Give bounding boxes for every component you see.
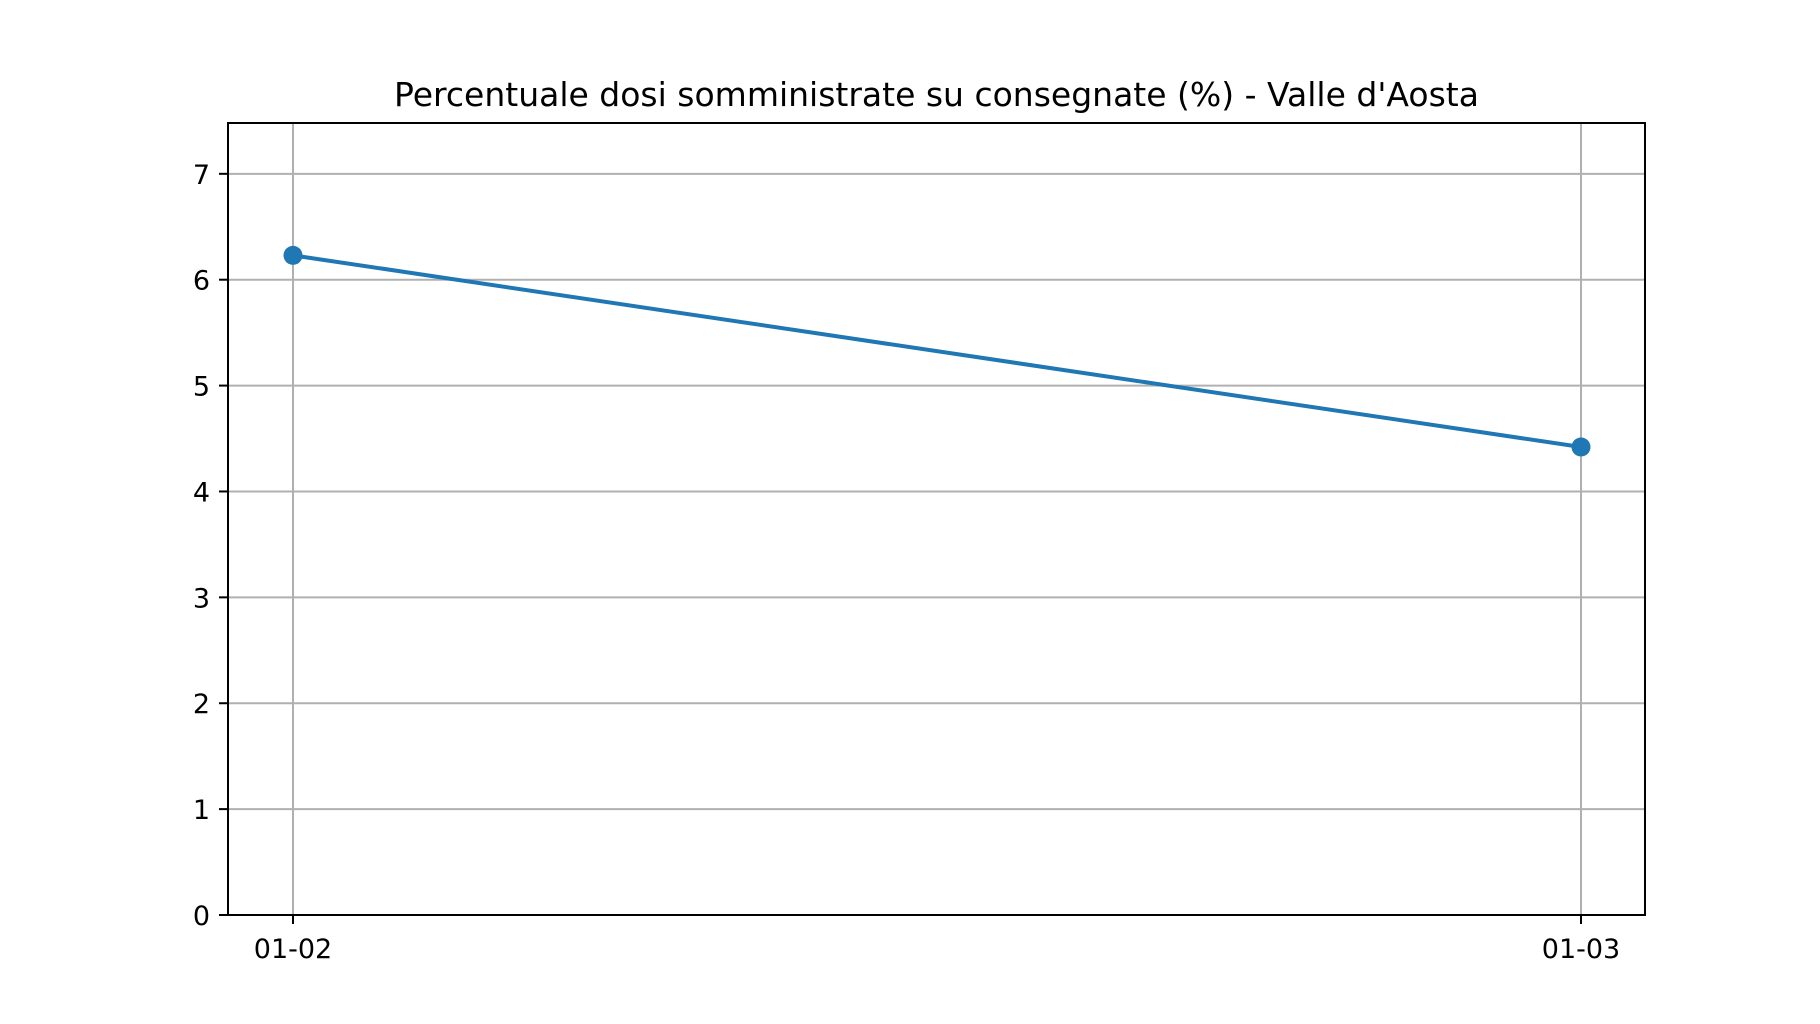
series-group [283, 245, 1591, 457]
y-tick-label: 4 [193, 477, 210, 508]
x-tick-label: 01-02 [254, 934, 332, 965]
y-tick-label: 6 [193, 266, 210, 297]
plot-area [228, 123, 1645, 915]
y-tick-label: 2 [193, 689, 210, 720]
y-tick-label: 7 [193, 160, 210, 191]
y-tick-label: 0 [193, 901, 210, 932]
chart-title: Percentuale dosi somministrate su conseg… [394, 75, 1479, 114]
series-line [291, 253, 1583, 449]
data-point-marker [283, 245, 303, 265]
y-tick-label: 5 [193, 372, 210, 403]
plot-frame [227, 122, 1646, 916]
x-tick-label: 01-03 [1542, 934, 1620, 965]
y-tick-label: 3 [193, 583, 210, 614]
y-tick-label: 1 [193, 795, 210, 826]
data-point-marker [1571, 437, 1591, 457]
axis-ticks: 0 1 2 3 4 5 6 7 01-02 01-03 [193, 160, 1620, 965]
